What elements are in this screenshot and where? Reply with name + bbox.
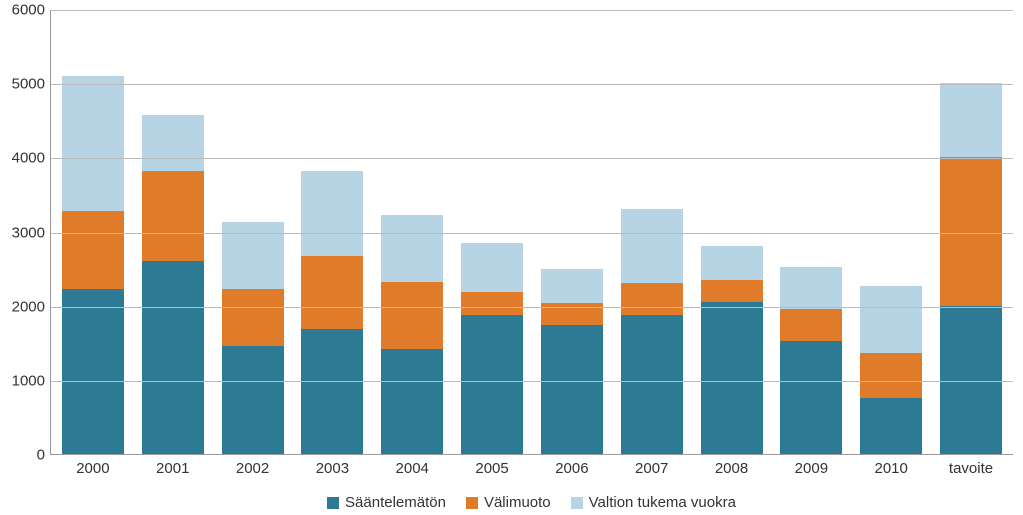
gridline (51, 233, 1013, 234)
x-tick-label: 2004 (396, 460, 429, 477)
bar-segment-saantelematon (301, 329, 363, 454)
chart-container: 2000 2001 2002 2003 2004 2005 2006 2007 2008 2009… (0, 0, 1023, 515)
x-tick-label: 2002 (236, 460, 269, 477)
bar-segment-valimuoto (780, 309, 842, 341)
x-tick-label: 2005 (475, 460, 508, 477)
bar (621, 209, 683, 454)
bar-segment-saantelematon (940, 306, 1002, 454)
bar-segment-valtion (62, 76, 124, 211)
bar-segment-valtion (780, 267, 842, 309)
x-tick-label: 2007 (635, 460, 668, 477)
y-tick-label: 6000 (5, 2, 45, 19)
bar-segment-saantelematon (621, 315, 683, 454)
bar-segment-saantelematon (860, 398, 922, 454)
legend-label: Sääntelemätön (345, 494, 446, 511)
gridline (51, 381, 1013, 382)
legend-swatch (327, 497, 339, 509)
legend-item: Sääntelemätön (327, 494, 446, 511)
bar-segment-valtion (142, 115, 204, 171)
gridline (51, 158, 1013, 159)
legend-item: Valtion tukema vuokra (571, 494, 736, 511)
bar-segment-valimuoto (940, 157, 1002, 305)
legend-swatch (571, 497, 583, 509)
bar-segment-valtion (381, 215, 443, 282)
legend-swatch (466, 497, 478, 509)
plot-area: 2000200120022003200420052006200720082009… (50, 10, 1013, 455)
bar (860, 286, 922, 454)
bar-segment-valtion (701, 246, 763, 280)
bar (381, 215, 443, 454)
bar (301, 171, 363, 454)
x-tick-label: 2010 (875, 460, 908, 477)
bar-segment-valimuoto (860, 353, 922, 398)
bar (62, 76, 124, 454)
gridline (51, 84, 1013, 85)
x-tick-label: 2009 (795, 460, 828, 477)
bar-segment-valtion (461, 243, 523, 292)
bar-segment-valtion (860, 286, 922, 353)
legend: Sääntelemätön Välimuoto Valtion tukema vuo… (50, 494, 1013, 511)
x-tick-label: tavoite (949, 460, 993, 477)
bar (701, 246, 763, 454)
bar-segment-valimuoto (381, 282, 443, 349)
bar (541, 269, 603, 454)
bar (461, 243, 523, 454)
bar-segment-valimuoto (142, 171, 204, 261)
bar-segment-valimuoto (301, 256, 363, 329)
bar-segment-saantelematon (381, 349, 443, 454)
x-tick-label: 2001 (156, 460, 189, 477)
legend-label: Valtion tukema vuokra (589, 494, 736, 511)
bar (780, 267, 842, 454)
x-tick-label: 2000 (76, 460, 109, 477)
bar (222, 222, 284, 454)
y-tick-label: 1000 (5, 372, 45, 389)
gridline (51, 307, 1013, 308)
bar (940, 83, 1002, 454)
bar (142, 115, 204, 454)
bar-segment-saantelematon (541, 325, 603, 454)
bar-segment-valtion (301, 171, 363, 256)
x-tick-label: 2003 (316, 460, 349, 477)
legend-item: Välimuoto (466, 494, 551, 511)
bar-segment-valtion (541, 269, 603, 303)
y-tick-label: 3000 (5, 224, 45, 241)
bar-segment-saantelematon (62, 289, 124, 454)
x-tick-label: 2006 (555, 460, 588, 477)
bar-segment-valimuoto (621, 283, 683, 314)
bar-segment-valtion (940, 83, 1002, 157)
bar-segment-valimuoto (701, 280, 763, 302)
bar-segment-saantelematon (461, 315, 523, 454)
bar-segment-valimuoto (222, 289, 284, 347)
y-tick-label: 4000 (5, 150, 45, 167)
y-tick-label: 0 (5, 447, 45, 464)
gridline (51, 10, 1013, 11)
bar-segment-valtion (621, 209, 683, 283)
bar-segment-valimuoto (461, 292, 523, 316)
bar-segment-valimuoto (62, 211, 124, 289)
bar-segment-saantelematon (780, 341, 842, 454)
x-tick-label: 2008 (715, 460, 748, 477)
bar-segment-saantelematon (222, 346, 284, 454)
y-tick-label: 5000 (5, 76, 45, 93)
legend-label: Välimuoto (484, 494, 551, 511)
bar-segment-saantelematon (701, 302, 763, 454)
y-tick-label: 2000 (5, 298, 45, 315)
bar-segment-saantelematon (142, 261, 204, 454)
